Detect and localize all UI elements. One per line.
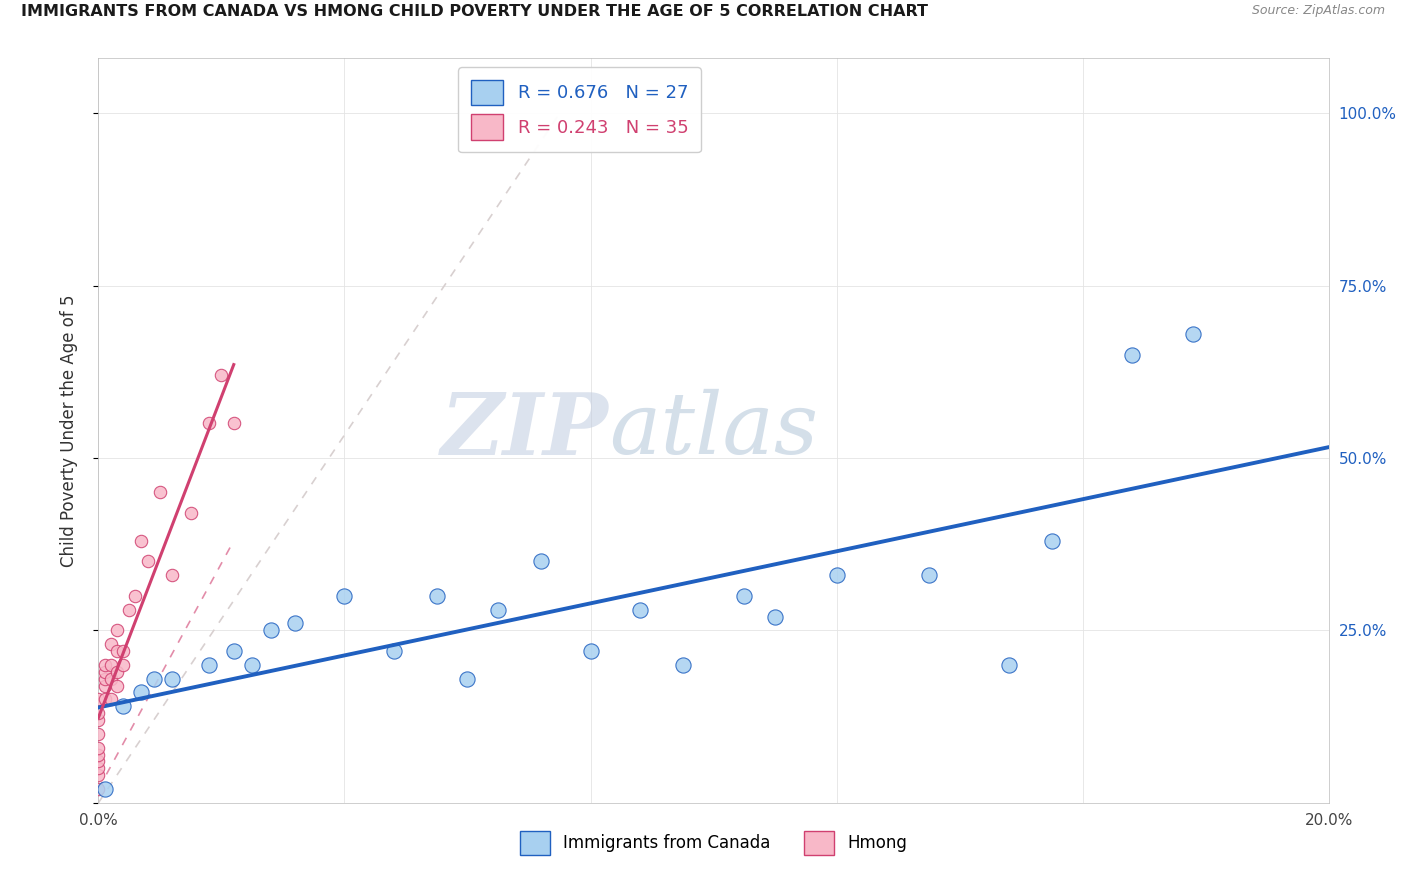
Text: Source: ZipAtlas.com: Source: ZipAtlas.com xyxy=(1251,4,1385,18)
Point xyxy=(149,485,172,500)
Text: ZIP: ZIP xyxy=(441,389,609,472)
Point xyxy=(136,554,159,568)
Point xyxy=(162,672,183,686)
Point xyxy=(105,644,128,658)
Point xyxy=(87,747,110,762)
Point xyxy=(131,533,153,548)
Point xyxy=(87,755,110,769)
Point xyxy=(93,692,115,706)
Point xyxy=(1040,533,1063,548)
Point xyxy=(105,679,128,693)
Point xyxy=(93,679,115,693)
Point xyxy=(162,568,183,582)
Point xyxy=(112,657,135,672)
Point xyxy=(284,616,307,631)
Point xyxy=(87,706,110,720)
Point xyxy=(382,644,405,658)
Point xyxy=(198,657,221,672)
Point xyxy=(918,568,941,582)
Point xyxy=(105,624,128,638)
Point xyxy=(131,685,153,699)
Point xyxy=(456,672,478,686)
Point xyxy=(100,637,122,651)
Point xyxy=(87,768,110,782)
Point xyxy=(733,589,755,603)
Y-axis label: Child Poverty Under the Age of 5: Child Poverty Under the Age of 5 xyxy=(59,294,77,566)
Point xyxy=(93,672,115,686)
Point xyxy=(105,665,128,679)
Point xyxy=(672,657,695,672)
Point xyxy=(763,609,786,624)
Point xyxy=(112,699,135,714)
Point xyxy=(260,624,283,638)
Point xyxy=(530,554,553,568)
Text: IMMIGRANTS FROM CANADA VS HMONG CHILD POVERTY UNDER THE AGE OF 5 CORRELATION CHA: IMMIGRANTS FROM CANADA VS HMONG CHILD PO… xyxy=(21,4,928,20)
Point xyxy=(998,657,1021,672)
Point xyxy=(579,644,602,658)
Point xyxy=(87,761,110,775)
Point xyxy=(87,713,110,727)
Point xyxy=(87,727,110,741)
Point xyxy=(93,782,115,797)
Point xyxy=(87,740,110,755)
Legend: Immigrants from Canada, Hmong: Immigrants from Canada, Hmong xyxy=(513,824,914,862)
Point xyxy=(100,672,122,686)
Point xyxy=(142,672,165,686)
Point xyxy=(486,603,509,617)
Point xyxy=(426,589,449,603)
Point xyxy=(240,657,263,672)
Point xyxy=(1182,326,1205,341)
Point xyxy=(100,657,122,672)
Point xyxy=(628,603,651,617)
Text: atlas: atlas xyxy=(609,389,818,472)
Point xyxy=(112,644,135,658)
Point xyxy=(180,506,202,520)
Point xyxy=(100,692,122,706)
Point xyxy=(124,589,146,603)
Point xyxy=(198,417,221,431)
Point xyxy=(211,368,233,383)
Point xyxy=(87,782,110,797)
Point xyxy=(333,589,356,603)
Point xyxy=(222,644,245,658)
Point xyxy=(93,665,115,679)
Point xyxy=(87,692,110,706)
Point xyxy=(118,603,141,617)
Point xyxy=(1121,347,1143,361)
Point xyxy=(93,657,115,672)
Point xyxy=(825,568,848,582)
Point xyxy=(222,417,245,431)
